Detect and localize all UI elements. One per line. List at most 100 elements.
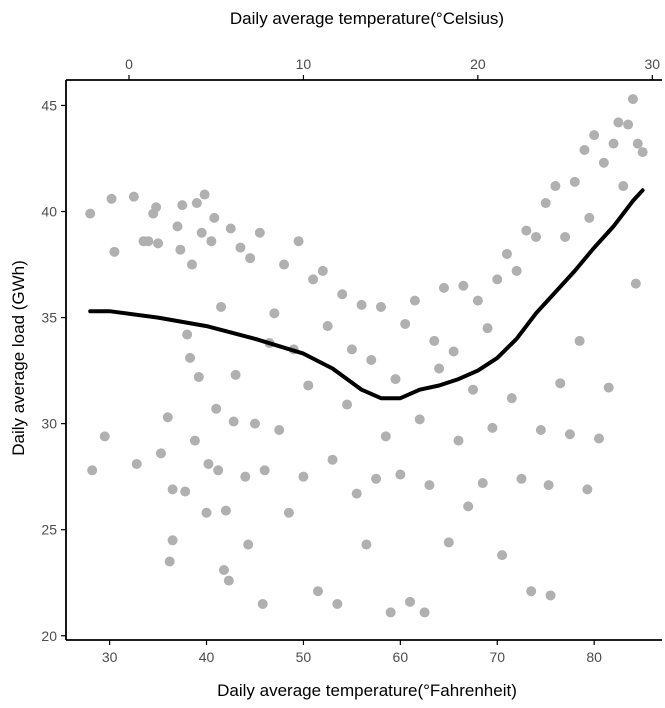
data-point xyxy=(468,384,479,395)
data-point xyxy=(589,130,600,141)
data-point xyxy=(228,416,239,427)
data-point xyxy=(584,212,595,223)
y-tick-label: 20 xyxy=(41,628,57,644)
data-point xyxy=(312,586,323,597)
data-point xyxy=(385,607,396,618)
data-point xyxy=(193,371,204,382)
data-point xyxy=(245,253,256,264)
data-point xyxy=(458,280,469,291)
data-point xyxy=(186,259,197,270)
data-point xyxy=(317,265,328,276)
data-point xyxy=(182,329,193,340)
x-tick-label: 70 xyxy=(489,649,505,665)
data-point xyxy=(269,308,280,319)
data-point xyxy=(429,335,440,346)
data-point xyxy=(351,488,362,499)
data-point xyxy=(521,225,532,236)
data-point xyxy=(627,94,638,105)
data-point xyxy=(560,231,571,242)
data-point xyxy=(492,274,503,285)
data-point xyxy=(298,471,309,482)
data-point xyxy=(225,223,236,234)
data-point xyxy=(463,501,474,512)
data-point xyxy=(366,355,377,365)
data-point xyxy=(175,244,186,255)
data-point xyxy=(143,236,154,247)
axes-layer xyxy=(65,79,662,641)
data-point xyxy=(438,282,449,293)
data-point xyxy=(196,227,207,238)
data-point xyxy=(274,425,285,435)
data-point xyxy=(603,382,614,393)
data-point xyxy=(623,119,634,130)
data-point xyxy=(279,259,290,270)
data-point xyxy=(254,227,265,238)
smooth-fit-curve xyxy=(88,188,645,401)
x-tick-label: 40 xyxy=(199,649,215,665)
data-point xyxy=(243,539,254,550)
data-point xyxy=(506,393,517,404)
data-point xyxy=(453,435,464,446)
data-point xyxy=(106,193,117,204)
data-point xyxy=(223,575,234,586)
x-tick-label: 60 xyxy=(393,649,409,665)
data-point xyxy=(283,507,294,518)
data-point xyxy=(153,238,164,249)
x-tick-label: 30 xyxy=(102,649,118,665)
x2-tick-label: 10 xyxy=(296,56,312,72)
data-point xyxy=(632,138,643,149)
data-point xyxy=(405,596,416,607)
data-point xyxy=(346,344,357,355)
data-point xyxy=(203,458,214,469)
data-point xyxy=(511,265,522,276)
data-point xyxy=(206,236,217,247)
data-point xyxy=(375,301,386,312)
data-point xyxy=(579,145,590,155)
data-point xyxy=(395,469,406,480)
y-tick-label: 35 xyxy=(41,310,57,326)
data-point xyxy=(172,221,183,232)
data-point xyxy=(249,418,260,429)
data-point xyxy=(162,412,173,423)
data-point xyxy=(424,480,435,491)
data-point xyxy=(555,378,566,389)
data-point xyxy=(87,465,98,476)
data-point xyxy=(543,480,554,491)
x-tick-label: 50 xyxy=(296,649,312,665)
data-point xyxy=(189,435,200,446)
data-point xyxy=(477,478,488,489)
data-point xyxy=(540,198,551,209)
data-point xyxy=(185,352,196,363)
data-point xyxy=(209,212,220,223)
data-point xyxy=(327,454,338,465)
data-point xyxy=(230,369,241,380)
data-point xyxy=(482,323,493,334)
x2-tick-label: 0 xyxy=(125,56,133,72)
y-tick-label: 40 xyxy=(41,204,57,220)
data-point xyxy=(608,138,619,149)
data-point xyxy=(85,208,96,219)
data-point xyxy=(201,507,212,518)
y-axis-title: Daily average load (GWh) xyxy=(9,260,28,456)
y-tick-label: 45 xyxy=(41,97,57,113)
data-point xyxy=(167,535,178,546)
data-point xyxy=(582,484,593,495)
data-point xyxy=(220,505,231,516)
data-point xyxy=(235,242,246,253)
x2-axis-title: Daily average temperature(°Celsius) xyxy=(230,9,504,28)
x2-tick-label: 30 xyxy=(645,56,661,72)
data-point xyxy=(419,607,430,618)
data-point xyxy=(501,248,512,259)
data-point xyxy=(218,565,229,575)
data-point xyxy=(211,403,222,414)
data-point xyxy=(180,486,191,497)
data-point xyxy=(131,458,142,469)
data-point xyxy=(213,465,224,476)
data-point xyxy=(371,473,382,484)
data-point xyxy=(594,433,605,444)
data-point xyxy=(400,318,411,329)
data-point xyxy=(356,299,367,310)
y-tick-label: 25 xyxy=(41,522,57,538)
data-point xyxy=(545,590,556,601)
